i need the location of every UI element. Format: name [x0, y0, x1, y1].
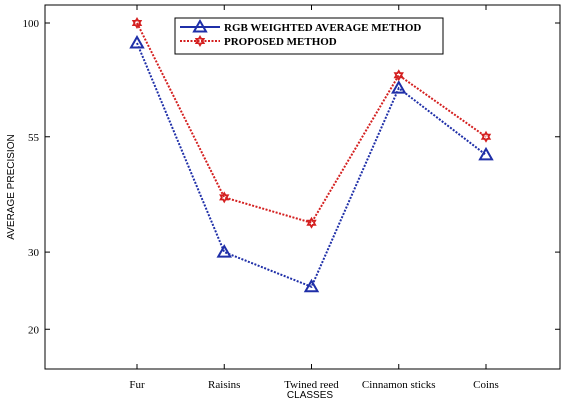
- legend-entry-label: PROPOSED METHOD: [224, 36, 337, 48]
- x-tick-label: Twined reed: [284, 379, 339, 391]
- data-point-marker: [219, 191, 230, 204]
- x-tick-label: Raisins: [208, 379, 240, 391]
- data-point-marker: [129, 35, 145, 49]
- legend-marker: [194, 35, 206, 47]
- data-point-marker: [303, 278, 320, 293]
- series-rgb-weighted-average: [129, 35, 494, 293]
- data-point-marker: [216, 244, 232, 258]
- x-axis-label: CLASSES: [287, 390, 333, 400]
- x-tick-label: Coins: [473, 379, 499, 391]
- series-line: [136, 42, 487, 289]
- series-proposed-method: [131, 17, 492, 229]
- y-tick-label: 30: [28, 247, 40, 259]
- x-tick-label: Fur: [129, 379, 145, 391]
- legend-entry-label: RGB WEIGHTED AVERAGE METHOD: [224, 22, 421, 34]
- data-point-marker: [306, 216, 317, 229]
- plot-frame: [44, 4, 561, 370]
- y-tick-label: 100: [23, 18, 40, 30]
- legend-box: [174, 17, 444, 55]
- data-point-marker: [480, 130, 492, 143]
- legend: RGB WEIGHTED AVERAGE METHOD PROPOSED METH…: [174, 17, 444, 55]
- legend-marker: [192, 18, 208, 33]
- data-point-marker: [478, 146, 494, 161]
- x-tick-label: Cinnamon sticks: [362, 379, 436, 391]
- series-line: [136, 22, 487, 224]
- y-tick-label: 55: [28, 132, 40, 144]
- y-tick-label: 20: [28, 324, 40, 336]
- data-point-marker: [131, 17, 143, 29]
- series-layer: [129, 17, 494, 293]
- y-axis-ticks: 100 55 30 20: [23, 18, 560, 336]
- x-axis-ticks: Fur Raisins Twined reed Cinnamon sticks Coin…: [129, 5, 499, 391]
- data-point-marker: [393, 69, 404, 82]
- data-point-marker: [391, 80, 407, 94]
- y-axis-label: AVERAGE PRECISION: [6, 134, 17, 239]
